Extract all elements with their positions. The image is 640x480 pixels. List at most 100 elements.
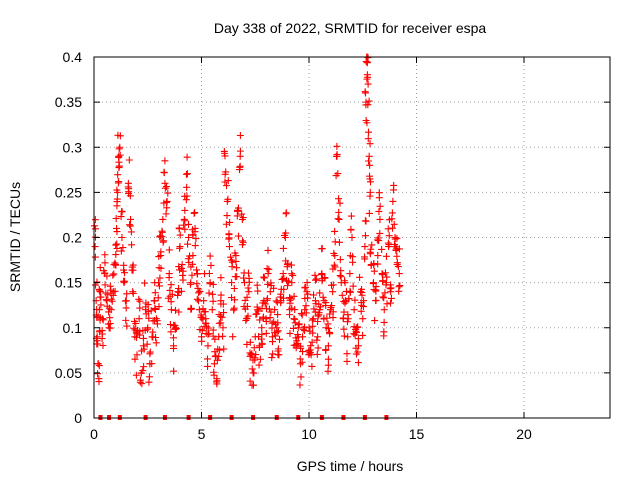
data-point (374, 260, 382, 268)
data-point (193, 280, 201, 288)
data-point (168, 290, 176, 298)
data-point (152, 339, 160, 347)
data-point (204, 330, 212, 338)
data-point (196, 287, 204, 295)
data-point (205, 289, 213, 297)
data-point (366, 192, 374, 200)
data-point (230, 285, 238, 293)
data-point (334, 215, 342, 223)
data-point (354, 348, 362, 356)
data-point (166, 286, 174, 294)
data-point (210, 360, 218, 368)
y-tick-label: 0 (74, 410, 82, 426)
data-point (220, 345, 228, 353)
data-point (225, 243, 233, 251)
data-point (213, 380, 221, 388)
data-point (357, 307, 365, 315)
data-point (261, 300, 269, 308)
data-point (145, 314, 153, 322)
data-point (230, 306, 238, 314)
data-point (163, 204, 171, 212)
data-point (376, 215, 384, 223)
data-point (387, 294, 395, 302)
data-point (277, 299, 285, 307)
data-point (103, 272, 111, 280)
data-point (376, 202, 384, 210)
data-point (101, 251, 109, 259)
chart-title: Day 338 of 2022, SRMTID for receiver esp… (214, 20, 487, 36)
data-point (346, 287, 354, 295)
data-point (330, 261, 338, 269)
data-point (193, 266, 201, 274)
data-point (291, 306, 299, 314)
data-point (307, 342, 315, 350)
data-point (209, 280, 217, 288)
data-point (195, 297, 203, 305)
data-point (324, 361, 332, 369)
data-point (175, 308, 183, 316)
tick-labels: 0 5 10 15 20 0 0.05 0.1 0.15 0.2 0.25 0.3 0.35 0.4 (55, 49, 532, 442)
data-point (385, 232, 393, 240)
data-point (219, 332, 227, 340)
data-point (370, 267, 378, 275)
data-point (361, 243, 369, 251)
data-point (279, 244, 287, 252)
data-point (136, 304, 144, 312)
data-point (151, 305, 159, 313)
data-point (324, 342, 332, 350)
data-point (243, 293, 251, 301)
data-point (326, 328, 334, 336)
data-point (192, 235, 200, 243)
data-point (269, 350, 277, 358)
data-point (98, 330, 106, 338)
data-point (335, 238, 343, 246)
data-point (390, 220, 398, 228)
data-point (223, 182, 231, 190)
data-point (362, 58, 370, 66)
data-point (340, 308, 348, 316)
data-point (171, 325, 179, 333)
data-point (331, 227, 339, 235)
y-tick-label: 0.05 (55, 365, 82, 381)
data-point (271, 332, 279, 340)
data-point (231, 249, 239, 257)
data-point (176, 244, 184, 252)
data-point (219, 324, 227, 332)
data-point (323, 314, 331, 322)
data-point (189, 260, 197, 268)
data-point (185, 220, 193, 228)
data-point (217, 291, 225, 299)
data-point (239, 213, 247, 221)
data-point (272, 297, 280, 305)
data-point (314, 312, 322, 320)
data-point (316, 289, 324, 297)
data-point (95, 375, 103, 383)
data-point (199, 315, 207, 323)
data-point (310, 291, 318, 299)
data-point (380, 306, 388, 314)
data-point (336, 199, 344, 207)
data-point (268, 324, 276, 332)
data-point (299, 348, 307, 356)
data-point (141, 279, 149, 287)
data-point (225, 235, 233, 243)
data-point (182, 196, 190, 204)
data-point (227, 253, 235, 261)
data-point (222, 220, 230, 228)
data-point (151, 279, 159, 287)
x-tick-label: 20 (516, 426, 532, 442)
data-point (254, 287, 262, 295)
data-point (185, 234, 193, 241)
data-point (359, 331, 367, 339)
data-point (324, 355, 332, 363)
data-point (354, 359, 362, 367)
data-point (364, 54, 372, 62)
data-point (95, 362, 103, 370)
data-point (296, 381, 304, 389)
data-point (361, 217, 369, 225)
data-point (148, 360, 156, 368)
data-point (348, 234, 356, 241)
data-point (206, 280, 214, 288)
data-point (343, 357, 351, 365)
